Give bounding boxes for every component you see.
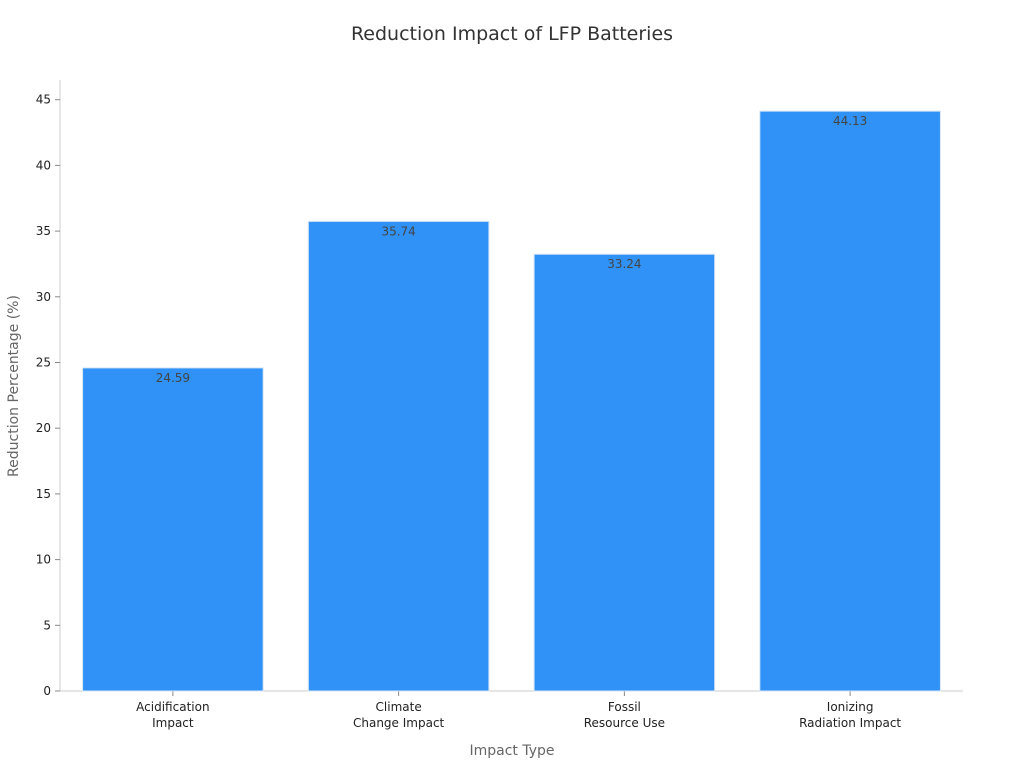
x-axis-title: Impact Type	[469, 743, 554, 759]
x-tick-label-line: Change Impact	[353, 716, 445, 730]
bars	[82, 110, 941, 692]
chart-title: Reduction Impact of LFP Batteries	[351, 23, 673, 45]
y-tick-label: 15	[36, 487, 51, 501]
bar	[307, 220, 490, 692]
data-label: 35.74	[381, 224, 415, 238]
x-tick-label-line: Acidification	[136, 700, 209, 714]
y-tick-label: 25	[36, 356, 51, 370]
y-tick-label: 45	[36, 93, 51, 107]
x-tick-label-line: Radiation Impact	[799, 716, 901, 730]
y-tick-label: 5	[43, 618, 51, 632]
bar	[759, 110, 941, 692]
bar	[82, 367, 264, 692]
y-tick-label: 30	[36, 290, 51, 304]
y-tick-label: 0	[43, 684, 51, 698]
x-tick-label-line: Impact	[152, 716, 194, 730]
x-tick-label: Ionizing Radiation Impact	[799, 700, 901, 730]
y-axis-title: Reduction Percentage (%)	[6, 295, 22, 477]
y-tick-label: 20	[36, 421, 51, 435]
labels: 24.59 Acidification Impact 35.74 Climate Chan…	[136, 114, 901, 730]
x-tick-label-line: Climate	[376, 700, 422, 714]
data-label: 44.13	[833, 114, 867, 128]
x-tick-label: Acidification Impact	[136, 700, 209, 730]
y-tick-label: 35	[36, 224, 51, 238]
x-tick-label-line: Ionizing	[827, 700, 874, 714]
data-label: 33.24	[607, 257, 641, 271]
bar	[533, 253, 716, 692]
x-tick-label-line: Fossil	[608, 700, 641, 714]
x-tick-label: Fossil Resource Use	[584, 700, 665, 730]
x-tick-label: Climate Change Impact	[353, 700, 445, 730]
x-tick-label-line: Resource Use	[584, 716, 665, 730]
data-label: 24.59	[156, 371, 190, 385]
y-tick-label: 40	[36, 158, 51, 172]
y-tick-label: 10	[36, 553, 51, 567]
